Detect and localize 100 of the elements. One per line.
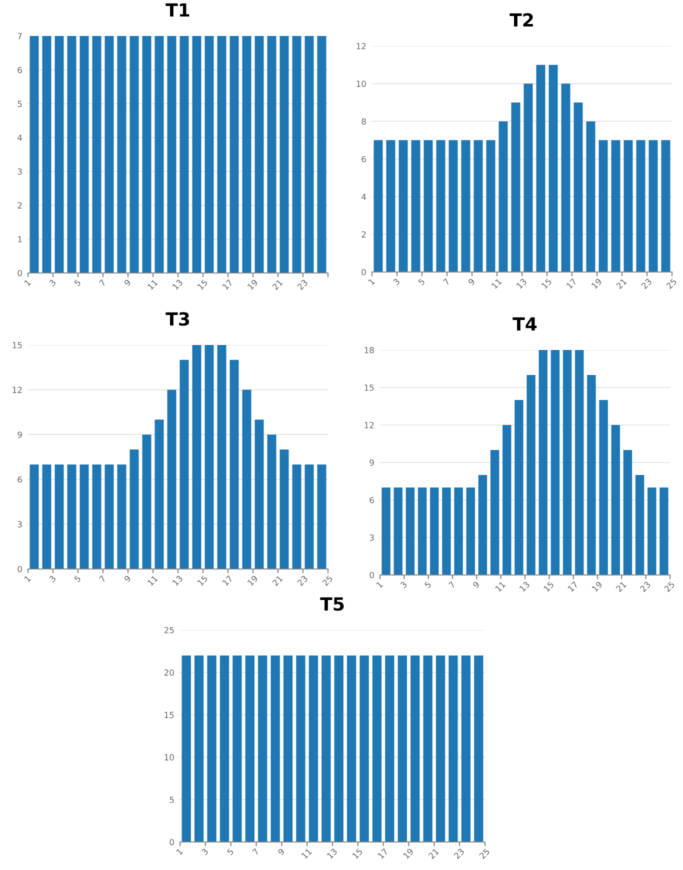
bar [180, 360, 189, 569]
x-tick-label: 21 [616, 278, 627, 290]
bar [623, 450, 632, 575]
x-tick-label: 7 [448, 581, 456, 588]
x-tick-label: 1 [24, 575, 31, 582]
bar [374, 140, 383, 272]
y-tick-label: 6 [18, 476, 22, 483]
y-tick-label: 2 [362, 231, 366, 238]
bar [230, 360, 239, 569]
bar [648, 140, 658, 272]
chart-title: T2 [510, 13, 533, 27]
x-tick-label: 13 [516, 278, 527, 289]
x-tick-label: 11 [491, 278, 502, 289]
x-tick-label: 1 [376, 581, 383, 588]
x-tick-label: 15 [197, 279, 208, 290]
bar [454, 488, 463, 575]
y-tick-label: 25 [164, 626, 174, 634]
x-tick-label: 21 [272, 279, 283, 290]
x-tick-label: 17 [378, 848, 388, 859]
bar [54, 464, 64, 569]
x-tick-label: 1 [24, 279, 31, 286]
bar [511, 102, 520, 272]
bar [550, 350, 560, 575]
bar [587, 375, 596, 575]
bar [292, 464, 302, 569]
x-tick-label: 23 [296, 279, 308, 290]
bar [548, 64, 558, 272]
bar [117, 464, 126, 569]
bar [478, 475, 488, 575]
x-tick-label: 17 [222, 575, 233, 586]
x-tick-label: 11 [301, 848, 312, 859]
bar [498, 121, 508, 272]
x-tick-label: 3 [400, 581, 408, 588]
x-tick-label: 11 [147, 279, 158, 290]
x-tick-label: 3 [201, 848, 209, 856]
x-tick-label: 5 [418, 278, 426, 286]
x-tick-label: 21 [428, 848, 439, 860]
bar [398, 140, 408, 272]
bar [514, 400, 524, 575]
y-tick-label: 3 [18, 168, 22, 175]
y-tick-label: 5 [18, 100, 22, 107]
bar [424, 140, 433, 272]
bar [304, 464, 314, 569]
x-tick-label: 9 [277, 848, 285, 856]
bar [586, 121, 596, 272]
bar [536, 64, 546, 272]
bar [635, 475, 644, 575]
bar [448, 140, 458, 272]
x-tick-label: 5 [74, 575, 82, 582]
bar [280, 450, 289, 569]
bar [524, 84, 533, 272]
x-tick-label: 15 [543, 581, 554, 592]
x-tick-label: 9 [124, 575, 132, 582]
y-tick-label: 15 [364, 384, 374, 391]
y-tick-label: 0 [370, 572, 374, 578]
x-tick-label: 25 [322, 575, 333, 586]
x-tick-label: 7 [442, 278, 450, 286]
x-tick-label: 13 [326, 848, 338, 859]
chart-title: T5 [320, 597, 344, 611]
bar [611, 140, 620, 272]
x-tick-label: 3 [48, 279, 56, 286]
chart-title: T4 [512, 317, 537, 331]
bar [598, 140, 608, 272]
chart-title: T3 [166, 312, 190, 326]
bar [526, 375, 536, 575]
bar [490, 450, 500, 575]
bar [154, 420, 164, 569]
bar [486, 140, 496, 272]
x-tick-label: 15 [197, 575, 208, 586]
x-tick-label: 17 [222, 279, 233, 290]
x-tick-label: 23 [296, 575, 308, 586]
x-tick-label: 21 [272, 575, 283, 586]
bar [611, 425, 620, 575]
bar [442, 488, 451, 575]
bar [430, 488, 439, 575]
bar [636, 140, 646, 272]
bar [474, 140, 483, 272]
y-tick-label: 7 [18, 33, 22, 40]
bar [67, 464, 76, 569]
bar [538, 350, 548, 575]
y-tick-label: 10 [164, 754, 174, 760]
x-tick-label: 23 [640, 581, 651, 592]
y-tick-label: 15 [12, 342, 22, 348]
y-tick-label: 4 [18, 134, 22, 141]
bar [42, 464, 52, 569]
y-tick-label: 6 [370, 496, 374, 504]
y-tick-label: 18 [364, 346, 374, 354]
x-tick-label: 5 [74, 279, 82, 286]
x-tick-label: 19 [247, 575, 258, 586]
x-tick-label: 17 [568, 581, 578, 592]
x-tick-label: 19 [402, 848, 414, 859]
y-tick-label: 0 [18, 270, 22, 276]
bar [561, 84, 570, 272]
y-tick-label: 20 [164, 669, 174, 676]
bar [660, 488, 668, 575]
x-tick-label: 9 [468, 278, 476, 286]
bar [436, 140, 446, 272]
x-tick-label: 3 [48, 575, 56, 582]
y-tick-label: 10 [356, 80, 366, 87]
y-tick-label: 5 [170, 796, 174, 803]
